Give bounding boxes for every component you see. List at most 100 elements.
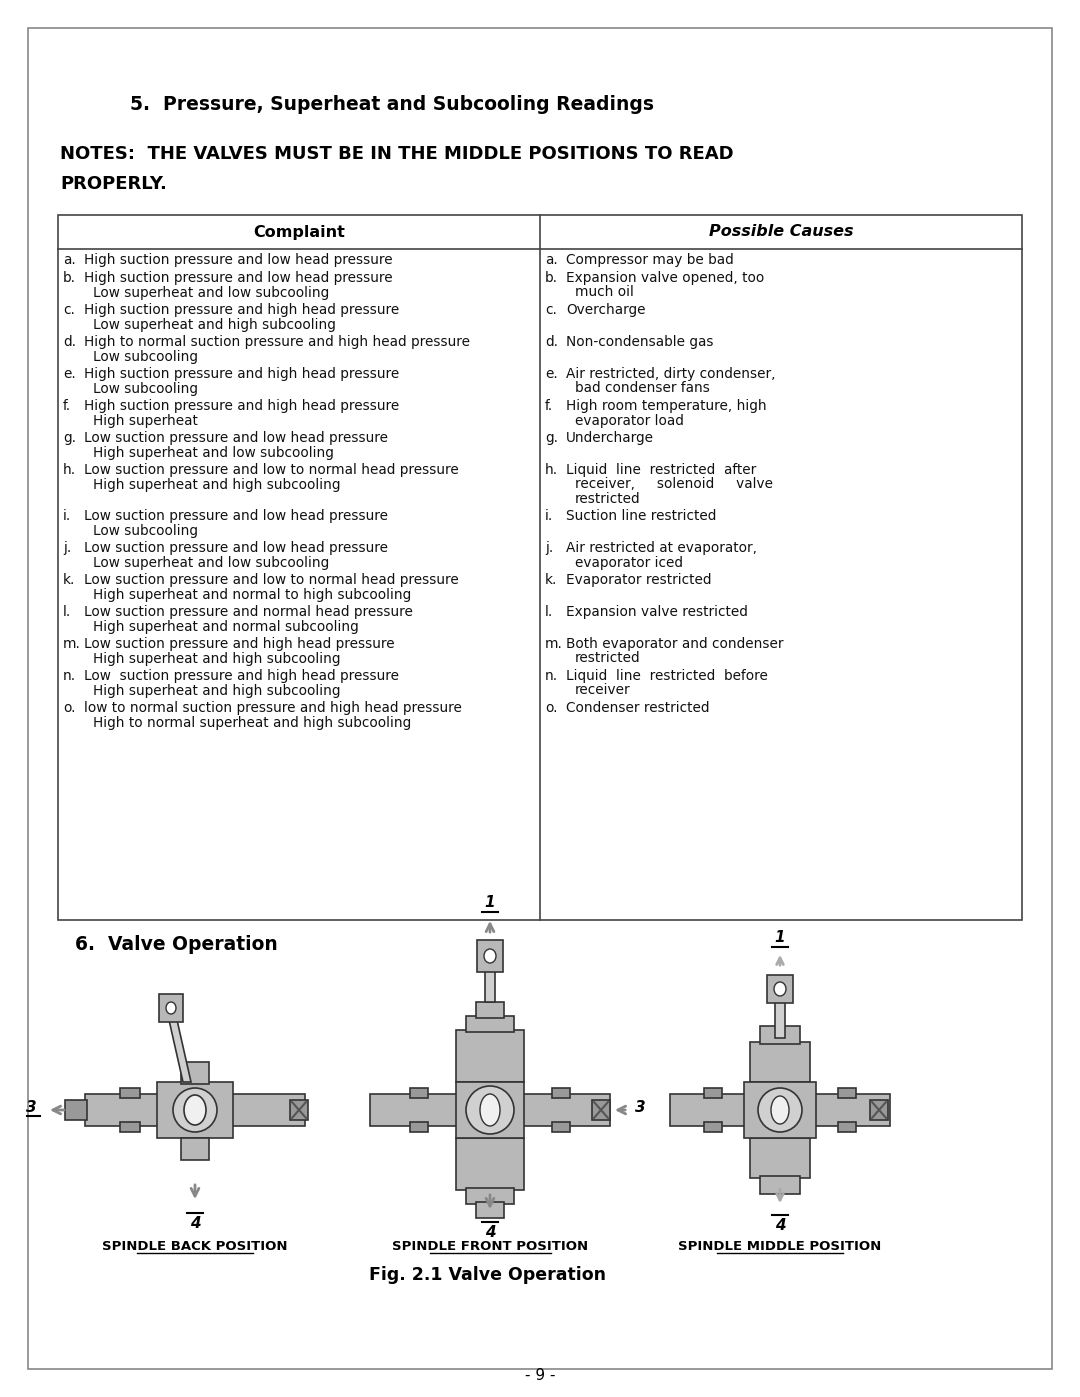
Text: l.: l. bbox=[63, 605, 71, 619]
Bar bbox=[456, 1139, 524, 1190]
Text: 3: 3 bbox=[635, 1101, 646, 1115]
Text: d.: d. bbox=[545, 335, 558, 349]
Text: Low subcooling: Low subcooling bbox=[93, 381, 198, 395]
Text: receiver: receiver bbox=[575, 683, 631, 697]
Text: h.: h. bbox=[63, 462, 76, 476]
Bar bbox=[760, 1176, 800, 1194]
Bar bbox=[767, 975, 793, 1003]
Bar bbox=[592, 1099, 610, 1120]
Text: 4: 4 bbox=[190, 1215, 200, 1231]
Text: c.: c. bbox=[545, 303, 557, 317]
Bar bbox=[370, 1094, 610, 1126]
Text: l.: l. bbox=[545, 605, 553, 619]
Text: b.: b. bbox=[545, 271, 558, 285]
Text: SPINDLE FRONT POSITION: SPINDLE FRONT POSITION bbox=[392, 1241, 589, 1253]
Bar bbox=[704, 1088, 723, 1098]
Polygon shape bbox=[168, 1020, 191, 1083]
Text: Overcharge: Overcharge bbox=[566, 303, 646, 317]
Text: Low superheat and low subcooling: Low superheat and low subcooling bbox=[93, 556, 329, 570]
Text: Undercharge: Undercharge bbox=[566, 432, 654, 446]
Bar bbox=[58, 215, 1022, 921]
Text: g.: g. bbox=[63, 432, 76, 446]
Text: Expansion valve restricted: Expansion valve restricted bbox=[566, 605, 747, 619]
Text: receiver,     solenoid     valve: receiver, solenoid valve bbox=[575, 478, 773, 492]
Text: h.: h. bbox=[545, 462, 558, 476]
Text: Low suction pressure and low head pressure: Low suction pressure and low head pressu… bbox=[84, 509, 388, 522]
Bar bbox=[85, 1094, 305, 1126]
Text: i.: i. bbox=[63, 509, 71, 522]
Text: m.: m. bbox=[63, 637, 81, 651]
Bar bbox=[410, 1088, 428, 1098]
Bar bbox=[159, 995, 183, 1023]
Text: Non-condensable gas: Non-condensable gas bbox=[566, 335, 714, 349]
Text: e.: e. bbox=[545, 367, 557, 381]
Text: bad condenser fans: bad condenser fans bbox=[575, 381, 710, 395]
Text: SPINDLE MIDDLE POSITION: SPINDLE MIDDLE POSITION bbox=[678, 1241, 881, 1253]
Text: High suction pressure and low head pressure: High suction pressure and low head press… bbox=[84, 253, 393, 267]
Text: High suction pressure and high head pressure: High suction pressure and high head pres… bbox=[84, 303, 400, 317]
Text: i.: i. bbox=[545, 509, 553, 522]
Bar bbox=[65, 1099, 87, 1120]
Text: evaporator iced: evaporator iced bbox=[575, 556, 683, 570]
Text: a.: a. bbox=[63, 253, 76, 267]
Text: c.: c. bbox=[63, 303, 75, 317]
Text: Possible Causes: Possible Causes bbox=[708, 225, 853, 239]
Text: 3: 3 bbox=[26, 1101, 37, 1115]
Text: Fig. 2.1 Valve Operation: Fig. 2.1 Valve Operation bbox=[369, 1266, 606, 1284]
Text: Liquid  line  restricted  after: Liquid line restricted after bbox=[566, 462, 756, 476]
Text: Low suction pressure and low to normal head pressure: Low suction pressure and low to normal h… bbox=[84, 573, 459, 587]
Text: High suction pressure and low head pressure: High suction pressure and low head press… bbox=[84, 271, 393, 285]
Text: n.: n. bbox=[63, 669, 76, 683]
Bar bbox=[704, 1122, 723, 1132]
Text: 6.  Valve Operation: 6. Valve Operation bbox=[75, 935, 278, 954]
Text: Low subcooling: Low subcooling bbox=[93, 524, 198, 538]
Text: Evaporator restricted: Evaporator restricted bbox=[566, 573, 712, 587]
Text: 1: 1 bbox=[774, 930, 785, 944]
Bar bbox=[750, 1139, 810, 1178]
Text: much oil: much oil bbox=[575, 285, 634, 299]
Text: Complaint: Complaint bbox=[253, 225, 345, 239]
Text: Low suction pressure and low to normal head pressure: Low suction pressure and low to normal h… bbox=[84, 462, 459, 476]
Bar bbox=[465, 1016, 514, 1032]
Text: High superheat and high subcooling: High superheat and high subcooling bbox=[93, 478, 340, 492]
Text: k.: k. bbox=[63, 573, 76, 587]
Text: High superheat and high subcooling: High superheat and high subcooling bbox=[93, 651, 340, 665]
Text: High to normal suction pressure and high head pressure: High to normal suction pressure and high… bbox=[84, 335, 470, 349]
Text: Air restricted, dirty condenser,: Air restricted, dirty condenser, bbox=[566, 367, 775, 381]
Text: Expansion valve opened, too: Expansion valve opened, too bbox=[566, 271, 765, 285]
Text: High superheat: High superheat bbox=[93, 414, 198, 427]
Text: j.: j. bbox=[545, 541, 553, 555]
Circle shape bbox=[173, 1088, 217, 1132]
Text: d.: d. bbox=[63, 335, 76, 349]
Text: SPINDLE BACK POSITION: SPINDLE BACK POSITION bbox=[103, 1241, 287, 1253]
Text: f.: f. bbox=[63, 400, 71, 414]
Bar bbox=[120, 1088, 140, 1098]
Text: High suction pressure and high head pressure: High suction pressure and high head pres… bbox=[84, 400, 400, 414]
Text: restricted: restricted bbox=[575, 492, 640, 506]
Bar bbox=[744, 1083, 816, 1139]
Text: High superheat and low subcooling: High superheat and low subcooling bbox=[93, 446, 334, 460]
Text: High superheat and normal subcooling: High superheat and normal subcooling bbox=[93, 619, 359, 633]
Text: Both evaporator and condenser: Both evaporator and condenser bbox=[566, 637, 783, 651]
Text: High superheat and normal to high subcooling: High superheat and normal to high subcoo… bbox=[93, 588, 411, 602]
Text: Low suction pressure and low head pressure: Low suction pressure and low head pressu… bbox=[84, 432, 388, 446]
Text: a.: a. bbox=[545, 253, 557, 267]
Text: Low superheat and low subcooling: Low superheat and low subcooling bbox=[93, 285, 329, 299]
Bar bbox=[456, 1030, 524, 1083]
Text: Low superheat and high subcooling: Low superheat and high subcooling bbox=[93, 317, 336, 331]
Bar bbox=[750, 1042, 810, 1083]
Text: NOTES:  THE VALVES MUST BE IN THE MIDDLE POSITIONS TO READ: NOTES: THE VALVES MUST BE IN THE MIDDLE … bbox=[60, 145, 733, 163]
Text: Low subcooling: Low subcooling bbox=[93, 349, 198, 363]
Text: Low suction pressure and normal head pressure: Low suction pressure and normal head pre… bbox=[84, 605, 413, 619]
Ellipse shape bbox=[480, 1094, 500, 1126]
Text: o.: o. bbox=[545, 701, 557, 715]
Bar bbox=[477, 940, 503, 972]
Text: 1: 1 bbox=[485, 895, 496, 909]
Text: 4: 4 bbox=[774, 1218, 785, 1234]
Text: High to normal superheat and high subcooling: High to normal superheat and high subcoo… bbox=[93, 715, 411, 729]
Text: m.: m. bbox=[545, 637, 563, 651]
Text: Low suction pressure and low head pressure: Low suction pressure and low head pressu… bbox=[84, 541, 388, 555]
Text: - 9 -: - 9 - bbox=[525, 1368, 555, 1383]
Text: Compressor may be bad: Compressor may be bad bbox=[566, 253, 733, 267]
Ellipse shape bbox=[484, 949, 496, 963]
